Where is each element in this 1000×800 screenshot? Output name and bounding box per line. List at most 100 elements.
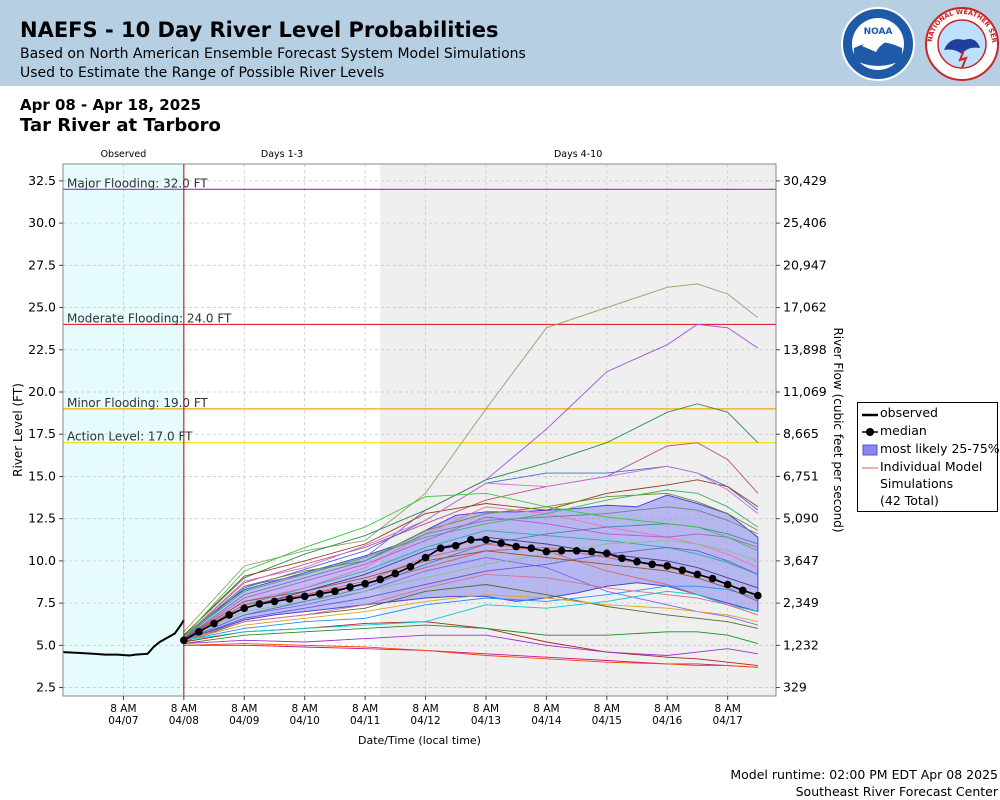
x-tick-date: 04/08 bbox=[169, 715, 199, 727]
x-tick-time: 8 AM bbox=[352, 703, 378, 715]
median-point bbox=[482, 535, 490, 544]
median-point bbox=[542, 547, 551, 556]
y2-tick-label: 3,647 bbox=[783, 553, 819, 568]
median-point bbox=[738, 586, 747, 595]
threshold-label: Moderate Flooding: 24.0 FT bbox=[67, 311, 232, 325]
legend-sims-label-1: Individual Model bbox=[880, 459, 983, 474]
median-point bbox=[180, 636, 188, 645]
period-label: Observed bbox=[101, 149, 147, 160]
simulation-line bbox=[183, 492, 759, 638]
y2-tick-label: 2,349 bbox=[783, 595, 819, 610]
river-level-chart: Major Flooding: 32.0 FT Moderate Flooding… bbox=[11, 149, 845, 747]
legend-band-label: most likely 25-75% bbox=[880, 441, 1000, 456]
simulation-line bbox=[183, 506, 759, 639]
y2-tick-label: 20,947 bbox=[783, 257, 827, 272]
median-point bbox=[391, 569, 400, 578]
simulation-line bbox=[183, 536, 759, 640]
legend-median-label: median bbox=[880, 423, 927, 438]
legend-median-swatch bbox=[862, 428, 878, 436]
x-tick-date: 04/14 bbox=[531, 715, 562, 727]
median-point bbox=[240, 604, 249, 612]
station-name: Tar River at Tarboro bbox=[20, 115, 221, 136]
median-point bbox=[346, 583, 354, 591]
threshold-label: Minor Flooding: 19.0 FT bbox=[67, 396, 209, 410]
threshold-label: Major Flooding: 32.0 FT bbox=[67, 176, 208, 190]
median-point bbox=[361, 579, 369, 588]
axis-labels-layer: Observed Days 1-3 Days 4-10 2.5 5.0 7.5 10.0 12… bbox=[11, 149, 845, 747]
x-tick-date: 04/09 bbox=[229, 715, 259, 727]
simulation-line bbox=[183, 323, 759, 638]
y-tick-label: 15.0 bbox=[28, 468, 56, 483]
simulation-line bbox=[183, 530, 759, 639]
simulation-line bbox=[183, 624, 759, 645]
page-subtitle-1: Based on North American Ensemble Forecas… bbox=[20, 46, 526, 62]
axes-layer bbox=[59, 163, 780, 700]
y2-tick-label: 8,665 bbox=[783, 426, 819, 441]
period-background bbox=[380, 164, 776, 696]
simulation-line bbox=[183, 540, 759, 640]
median-point bbox=[693, 570, 702, 579]
y-tick-label: 17.5 bbox=[28, 426, 56, 441]
y2-axis-title: River Flow (cubic feet per second) bbox=[831, 327, 845, 532]
median-point bbox=[708, 574, 717, 583]
simulation-line bbox=[183, 465, 759, 638]
median-point bbox=[436, 544, 445, 553]
median-point bbox=[678, 566, 687, 574]
simulation-line bbox=[183, 479, 759, 636]
y2-tick-label: 329 bbox=[783, 680, 807, 695]
median-point bbox=[451, 541, 460, 550]
x-tick-date: 04/12 bbox=[410, 715, 440, 727]
nws-logo-icon[interactable]: NATIONAL WEATHER SERVICE bbox=[924, 6, 1000, 82]
x-tick-time: 8 AM bbox=[171, 703, 197, 715]
y2-tick-label: 1,232 bbox=[783, 637, 819, 652]
y-tick-label: 2.5 bbox=[36, 680, 56, 695]
x-tick-date: 04/17 bbox=[713, 715, 743, 727]
simulation-line bbox=[183, 634, 758, 656]
median-point bbox=[467, 535, 475, 544]
legend-sims-label-2: Simulations bbox=[880, 476, 954, 491]
y2-tick-label: 11,069 bbox=[783, 384, 827, 399]
y-tick-label: 20.0 bbox=[28, 384, 56, 399]
observed-layer bbox=[62, 164, 185, 696]
y2-tick-label: 25,406 bbox=[783, 215, 827, 230]
simulation-line bbox=[183, 516, 759, 639]
median-point bbox=[225, 611, 233, 619]
y2-tick-label: 5,090 bbox=[783, 511, 819, 526]
median-point bbox=[663, 562, 672, 570]
simulation-line bbox=[183, 546, 759, 641]
median-point bbox=[618, 554, 626, 563]
y2-tick-label: 30,429 bbox=[783, 173, 827, 188]
x-tick-time: 8 AM bbox=[533, 703, 559, 715]
x-tick-time: 8 AM bbox=[412, 703, 438, 715]
legend-band-swatch bbox=[862, 444, 878, 456]
x-tick-time: 8 AM bbox=[594, 703, 620, 715]
median-layer bbox=[180, 535, 762, 645]
simulation-line bbox=[183, 442, 759, 638]
x-tick-date: 04/07 bbox=[108, 715, 138, 727]
median-point bbox=[255, 600, 264, 608]
median-point bbox=[376, 575, 385, 584]
y-tick-label: 25.0 bbox=[28, 300, 56, 315]
noaa-logo-text: NOAA bbox=[864, 27, 893, 37]
median-point bbox=[497, 539, 505, 547]
median-point bbox=[527, 544, 536, 553]
page-title: NAEFS - 10 Day River Level Probabilities bbox=[20, 18, 499, 42]
simulation-line bbox=[183, 643, 758, 668]
median-point bbox=[300, 592, 309, 601]
median-point bbox=[270, 597, 279, 606]
median-point bbox=[285, 595, 294, 603]
x-tick-date: 04/13 bbox=[471, 715, 501, 727]
legend-sims-swatch bbox=[862, 467, 878, 469]
y2-tick-label: 17,062 bbox=[783, 300, 827, 315]
threshold-label: Action Level: 17.0 FT bbox=[67, 430, 193, 444]
median-point bbox=[421, 553, 430, 562]
x-tick-time: 8 AM bbox=[715, 703, 741, 715]
y2-tick-label: 13,898 bbox=[783, 342, 827, 357]
grid-lines bbox=[63, 164, 776, 696]
y-axis-title: River Level (FT) bbox=[11, 383, 25, 477]
forecast-center: Southeast River Forecast Center bbox=[795, 784, 998, 799]
median-point bbox=[331, 587, 339, 596]
noaa-logo-icon[interactable]: NOAA bbox=[840, 6, 916, 82]
simulation-line bbox=[183, 590, 758, 641]
legend-observed-swatch bbox=[862, 413, 878, 417]
